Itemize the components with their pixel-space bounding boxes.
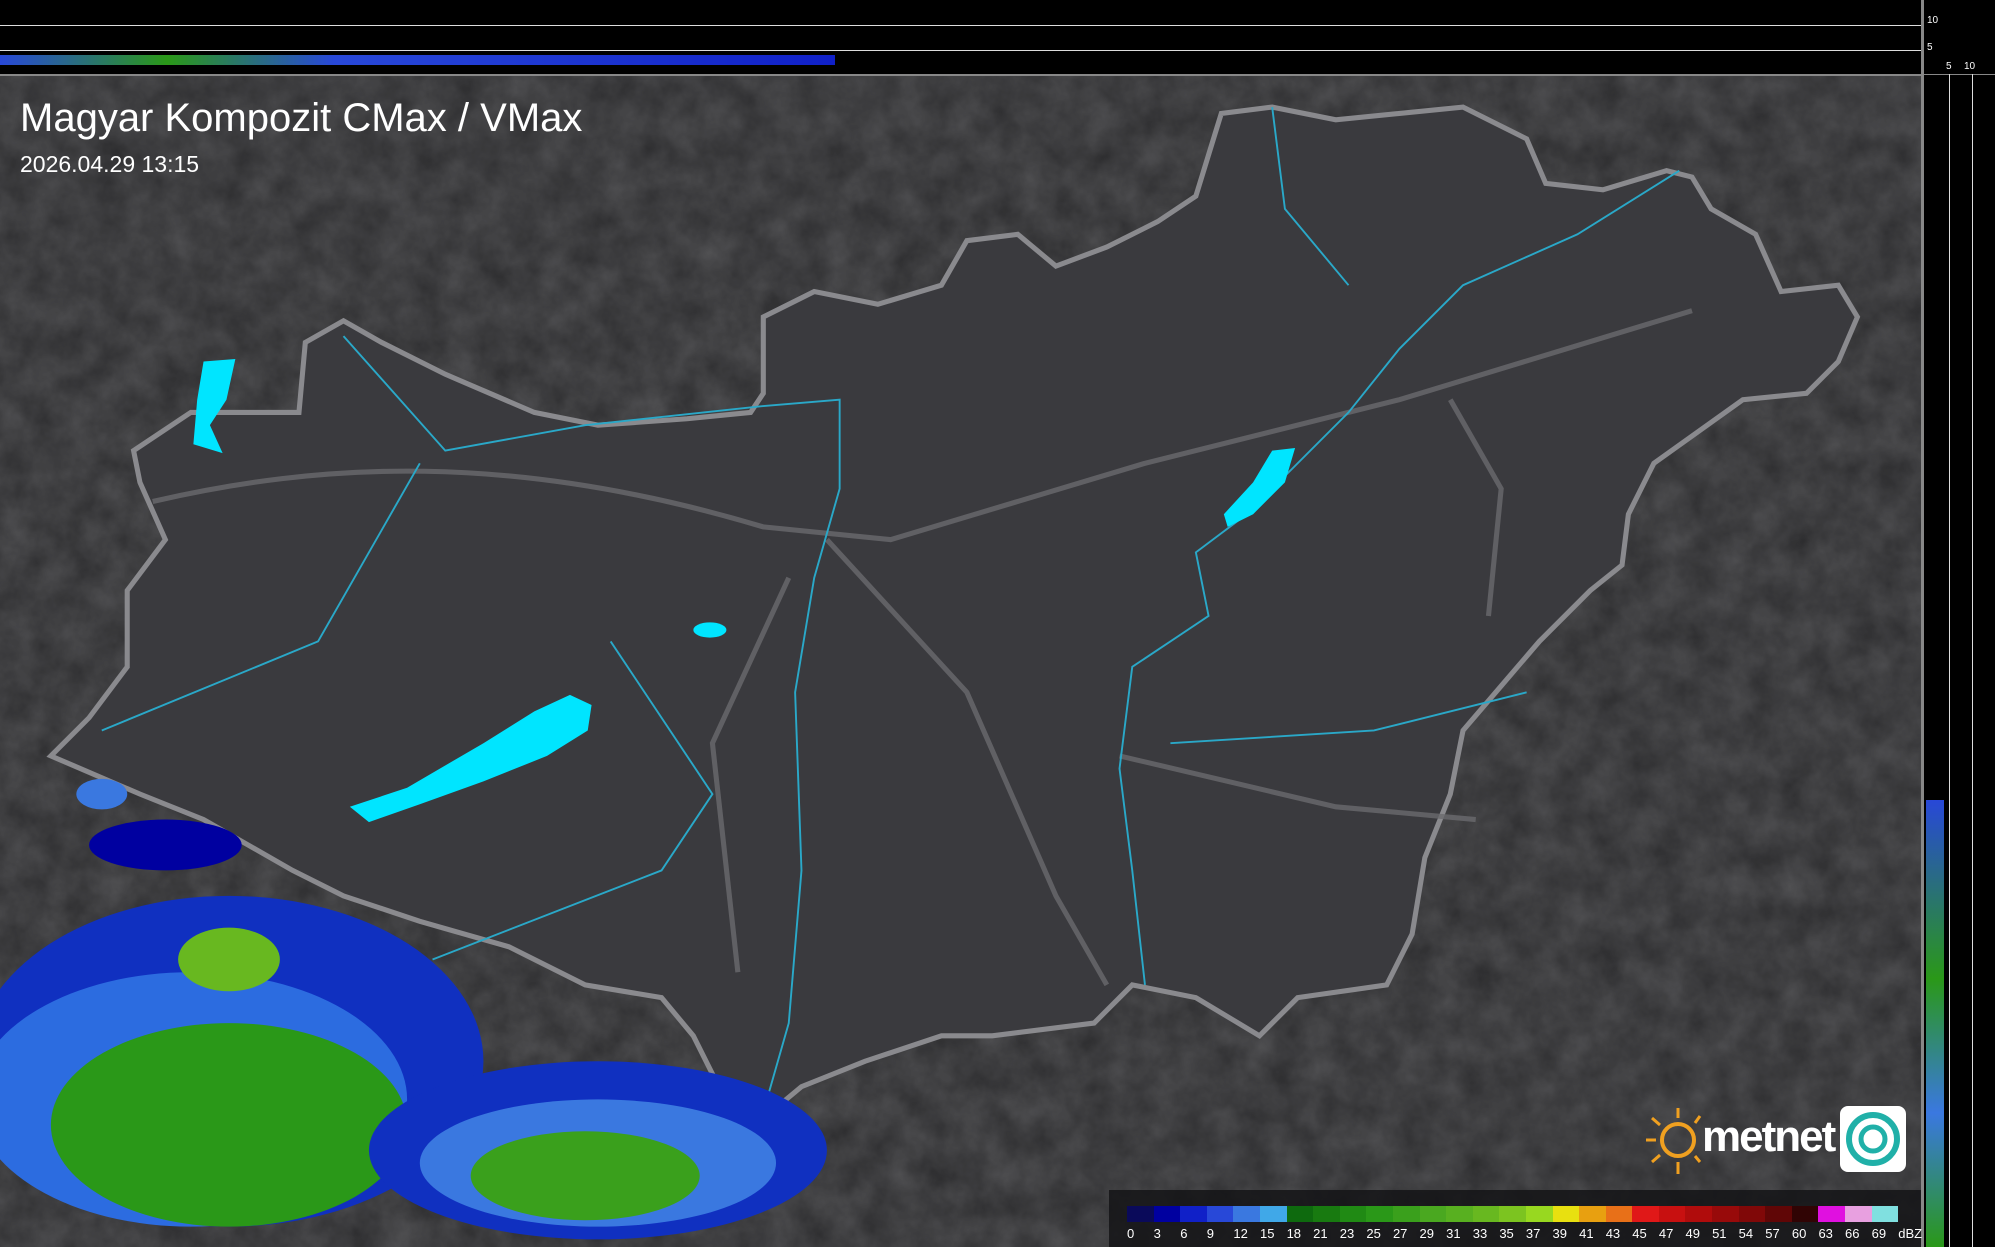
legend-swatch <box>1259 1206 1287 1222</box>
sun-icon <box>1646 1108 1702 1174</box>
legend-label: 15 <box>1259 1226 1275 1241</box>
right-profile-strip: 10 5 5 10 <box>1921 0 1995 1247</box>
logo-text: metnet <box>1702 1112 1836 1161</box>
swirl-icon <box>1840 1106 1906 1172</box>
top-tick: 10 <box>1927 15 1939 26</box>
legend-swatch <box>1153 1206 1181 1222</box>
legend-label: 60 <box>1791 1226 1807 1241</box>
legend-swatch <box>1632 1206 1659 1222</box>
legend-label: 43 <box>1605 1226 1621 1241</box>
radar-map[interactable] <box>0 74 1921 1247</box>
legend-swatch <box>1233 1206 1260 1222</box>
legend-label: 41 <box>1579 1226 1594 1241</box>
legend-label: 12 <box>1233 1226 1248 1241</box>
lake-tisza <box>1223 448 1296 527</box>
legend-label: 66 <box>1845 1226 1860 1241</box>
right-tick: 10 <box>1964 61 1976 72</box>
rivers <box>101 106 1680 1113</box>
legend-swatch <box>1472 1206 1500 1222</box>
legend-unit: dBZ <box>1898 1226 1923 1241</box>
legend-swatch <box>1206 1206 1234 1222</box>
legend-label: 51 <box>1712 1226 1727 1241</box>
top-profile-strip <box>0 0 1921 76</box>
legend-label: 21 <box>1313 1226 1328 1241</box>
metnet-logo: metnet <box>1640 1104 1910 1179</box>
legend-swatch <box>1791 1206 1819 1222</box>
map-canvas <box>0 74 1921 1247</box>
legend-label: 63 <box>1818 1226 1833 1241</box>
legend-label: 33 <box>1472 1226 1488 1241</box>
legend-swatch <box>1419 1206 1447 1222</box>
legend-swatch <box>1712 1206 1739 1222</box>
legend-label: 47 <box>1658 1226 1674 1241</box>
map-title: Magyar Kompozit CMax / VMax <box>20 96 583 140</box>
legend-label: 3 <box>1153 1226 1161 1241</box>
legend-swatch <box>1127 1206 1154 1222</box>
legend-swatch <box>1180 1206 1207 1222</box>
legend-swatch <box>1525 1206 1553 1222</box>
legend-swatch <box>1552 1206 1580 1222</box>
map-timestamp: 2026.04.29 13:15 <box>20 151 200 177</box>
legend-swatch <box>1392 1206 1420 1222</box>
county-borders <box>152 308 1693 987</box>
legend-label: 18 <box>1286 1226 1302 1241</box>
legend-label: 27 <box>1392 1226 1408 1241</box>
legend-swatch <box>1818 1206 1846 1222</box>
legend-swatch <box>1579 1206 1606 1222</box>
legend-swatch <box>1499 1206 1526 1222</box>
dbz-color-legend: 0 3 6 9 12 15 18 21 23 25 27 29 31 33 35 37 39 41 43 45 47 49… <box>1109 1190 1922 1247</box>
legend-swatch <box>1366 1206 1393 1222</box>
legend-swatch <box>1446 1206 1473 1222</box>
legend-label: 29 <box>1419 1226 1434 1241</box>
legend-swatch <box>1871 1206 1899 1222</box>
legend-swatch <box>1658 1206 1686 1222</box>
legend-label: 54 <box>1738 1226 1754 1241</box>
legend-label: 39 <box>1552 1226 1567 1241</box>
legend-swatch <box>1339 1206 1367 1222</box>
legend-label: 23 <box>1339 1226 1355 1241</box>
legend-label: 6 <box>1180 1226 1188 1241</box>
legend-swatch <box>1765 1206 1792 1222</box>
legend-label: 57 <box>1765 1226 1780 1241</box>
legend-label: 9 <box>1206 1226 1215 1241</box>
legend-label: 0 <box>1127 1226 1135 1241</box>
lake-neusiedl <box>193 358 236 454</box>
legend-label: 49 <box>1685 1226 1700 1241</box>
legend-swatch <box>1286 1206 1314 1222</box>
legend-label: 25 <box>1366 1226 1381 1241</box>
legend-label: 31 <box>1446 1226 1461 1241</box>
lake-balaton <box>349 694 592 823</box>
hungary-border <box>46 104 1861 1122</box>
legend-swatch <box>1605 1206 1633 1222</box>
legend-swatch <box>1685 1206 1713 1222</box>
legend-label: 69 <box>1871 1226 1887 1241</box>
lakes <box>193 358 1296 823</box>
legend-swatch <box>1738 1206 1766 1222</box>
lake-velence <box>693 622 727 638</box>
right-tick: 5 <box>1946 61 1952 72</box>
legend-swatch <box>1313 1206 1340 1222</box>
legend-label: 35 <box>1499 1226 1514 1241</box>
legend-swatch <box>1845 1206 1872 1222</box>
radar-echoes <box>0 778 827 1240</box>
legend-label: 45 <box>1632 1226 1647 1241</box>
legend-labels: 0 3 6 9 12 15 18 21 23 25 27 29 31 33 35 37 39 41 43 45 47 49… <box>1127 1226 1925 1241</box>
legend-swatches <box>1127 1206 1899 1222</box>
top-tick: 5 <box>1927 42 1933 53</box>
legend-label: 37 <box>1525 1226 1541 1241</box>
